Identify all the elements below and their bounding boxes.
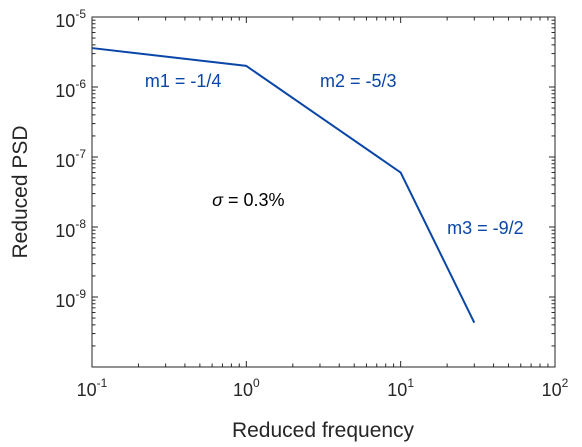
- y-tick-label: 10-7: [55, 147, 86, 171]
- tick-labels: 10-1 100 101 102 10-9 10-8 10-7 10-6 10-5: [55, 7, 568, 400]
- x-axis-label: Reduced frequency: [232, 419, 415, 442]
- slope-annotation: σ = 0.3%: [212, 190, 284, 210]
- x-tick-label: 101: [387, 376, 414, 400]
- slope-annotation: m1 = -1/4: [145, 71, 222, 91]
- series-line: [91, 47, 476, 324]
- y-tick-label: 10-5: [55, 7, 86, 31]
- plot-area: [91, 16, 556, 368]
- slope-annotation: m2 = -5/3: [320, 71, 397, 91]
- x-tick-label: 10-1: [77, 376, 108, 400]
- x-tick-label: 100: [233, 376, 260, 400]
- y-tick-label: 10-8: [55, 217, 86, 241]
- annotations: m1 = -1/4 m2 = -5/3 σ = 0.3% m3 = -9/2: [145, 71, 524, 238]
- y-axis-label: Reduced PSD: [9, 125, 32, 258]
- y-tick-label: 10-9: [55, 287, 86, 311]
- series-lines: [91, 47, 476, 324]
- tick-marks: [91, 17, 555, 368]
- y-tick-label: 10-6: [55, 77, 86, 101]
- x-tick-label: 102: [542, 376, 569, 400]
- slope-annotation: m3 = -9/2: [447, 218, 524, 238]
